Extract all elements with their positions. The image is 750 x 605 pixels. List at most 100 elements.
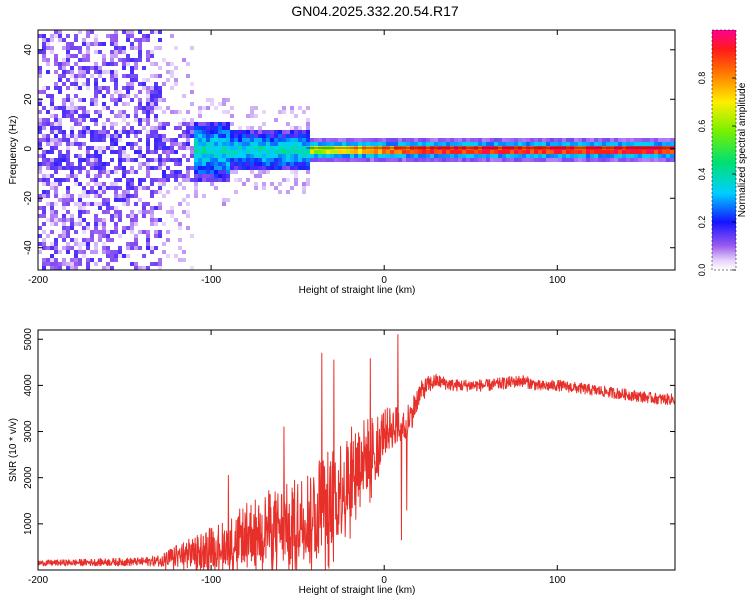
spectrogram-cell <box>118 234 122 238</box>
spectrogram-cell <box>98 42 102 46</box>
spectrogram-cell <box>50 34 54 38</box>
spectrogram-cell <box>54 262 58 266</box>
spectrogram-cell <box>154 46 158 50</box>
spectrogram-cell <box>218 150 222 154</box>
spectrogram-cell <box>94 94 98 98</box>
spectrogram-cell <box>66 134 70 138</box>
spectrogram-cell <box>370 158 374 162</box>
spectrogram-cell <box>326 150 330 154</box>
spectrogram-cell <box>530 154 534 158</box>
spectrogram-cell <box>62 198 66 202</box>
spectrogram-cell <box>170 150 174 154</box>
spectrogram-cell <box>38 50 42 54</box>
spectrogram-cell <box>114 210 118 214</box>
spectrogram-cell <box>86 246 90 250</box>
spectrogram-cell <box>414 142 418 146</box>
spectrogram-cell <box>578 154 582 158</box>
spectrogram-cell <box>114 86 118 90</box>
spectrogram-cell <box>110 50 114 54</box>
spectrogram-cell <box>162 134 166 138</box>
spectrogram-cell <box>590 154 594 158</box>
spectrogram-cell <box>58 234 62 238</box>
spectrogram-cell <box>214 130 218 134</box>
spectrogram-cell <box>90 102 94 106</box>
spectrogram-cell <box>358 154 362 158</box>
spectrogram-cell <box>138 210 142 214</box>
spectrogram-cell <box>122 230 126 234</box>
spectrogram-cells <box>38 30 675 270</box>
spectrogram-cell <box>66 70 70 74</box>
spectrogram-cell <box>46 122 50 126</box>
spectrogram-cell <box>78 66 82 70</box>
spectrogram-cell <box>70 222 74 226</box>
spectrogram-cell <box>626 158 630 162</box>
spectrogram-cell <box>174 110 178 114</box>
spectrogram-cell <box>622 154 626 158</box>
spectrogram-cell <box>282 154 286 158</box>
spectrogram-cell <box>82 230 86 234</box>
spectrogram-cell <box>510 158 514 162</box>
snr-y-tick-label: 1000 <box>23 512 34 535</box>
spectrogram-cell <box>434 150 438 154</box>
spectrogram-cell <box>194 142 198 146</box>
spectrogram-cell <box>650 154 654 158</box>
spectrogram-cell <box>102 202 106 206</box>
spectrogram-cell <box>134 46 138 50</box>
spectrogram-cell <box>90 74 94 78</box>
spectrogram-cell <box>102 58 106 62</box>
spectrogram-cell <box>394 158 398 162</box>
spectrogram-cell <box>246 114 250 118</box>
spectrogram-cell <box>126 142 130 146</box>
spectrogram-cell <box>118 58 122 62</box>
spectrogram-cell <box>130 78 134 82</box>
spectrogram-cell <box>54 238 58 242</box>
spectrogram-cell <box>186 174 190 178</box>
spectrogram-cell <box>110 250 114 254</box>
spectrogram-cell <box>414 138 418 142</box>
spectrogram-cell <box>242 146 246 150</box>
spectrogram-cell <box>134 118 138 122</box>
spectrogram-cell <box>378 150 382 154</box>
spectrogram-cell <box>546 150 550 154</box>
spectrogram-cell <box>158 186 162 190</box>
spectrogram-cell <box>54 142 58 146</box>
spectrogram-cell <box>138 42 142 46</box>
spectrogram-cell <box>54 70 58 74</box>
spectrogram-cell <box>114 254 118 258</box>
spectrogram-cell <box>338 158 342 162</box>
spectrogram-cell <box>66 262 70 266</box>
spectrogram-cell <box>282 178 286 182</box>
spectrogram-cell <box>94 154 98 158</box>
spectrogram-cell <box>62 102 66 106</box>
spectrogram-cell <box>114 186 118 190</box>
spectrogram-cell <box>118 114 122 118</box>
spectrogram-cell <box>450 142 454 146</box>
spectrogram-cell <box>66 190 70 194</box>
spectrogram-cell <box>102 86 106 90</box>
spectrogram-cell <box>62 226 66 230</box>
spectrogram-cell <box>142 154 146 158</box>
spectrogram-cell <box>170 214 174 218</box>
snr-y-label: SNR (10 * v/v) <box>8 418 19 482</box>
spectrogram-cell <box>94 90 98 94</box>
spectrogram-cell <box>390 142 394 146</box>
spectrogram-cell <box>266 130 270 134</box>
spectrogram-cell <box>114 150 118 154</box>
spectrogram-cell <box>186 170 190 174</box>
spectrogram-cell <box>250 170 254 174</box>
spectrogram-cell <box>238 126 242 130</box>
spectrogram-cell <box>142 66 146 70</box>
spectrogram-cell <box>198 106 202 110</box>
spectrogram-cell <box>310 142 314 146</box>
spectrogram-cell <box>270 162 274 166</box>
spectrogram-cell <box>90 234 94 238</box>
spectrogram-cell <box>42 50 46 54</box>
spectrogram-cell <box>294 158 298 162</box>
spectrogram-cell <box>86 158 90 162</box>
spectrogram-cell <box>226 110 230 114</box>
spectrogram-cell <box>222 122 226 126</box>
spectrogram-cell <box>74 166 78 170</box>
spectrogram-cell <box>62 218 66 222</box>
spectrogram-cell <box>234 150 238 154</box>
